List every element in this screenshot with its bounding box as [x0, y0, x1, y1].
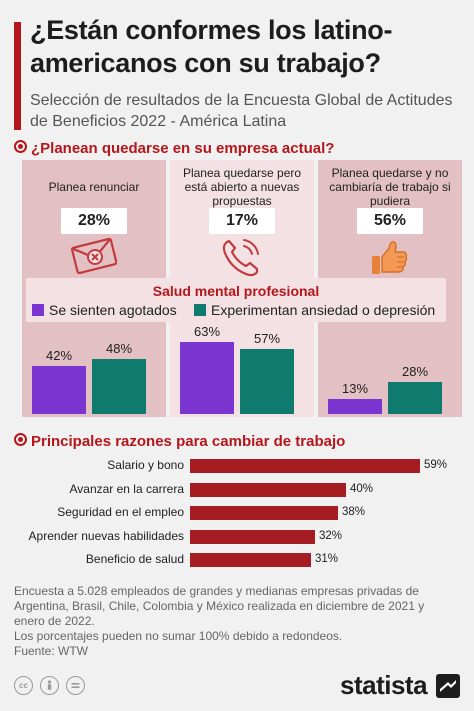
bar-exhausted-2: [180, 342, 234, 414]
section-heading-stay-text: ¿Planean quedarse en su empresa actual?: [31, 140, 335, 157]
legend-swatch-purple: [32, 304, 44, 316]
reason-label: Avanzar en la carrera: [69, 481, 184, 496]
bar-value-label: 48%: [105, 341, 133, 356]
legend-label-anxiety: Experimentan ansiedad o depresión: [211, 302, 436, 318]
reason-label: Aprender nuevas habilidades: [28, 528, 184, 543]
panel-share-value: 28%: [61, 208, 127, 234]
no-derivatives-icon[interactable]: [66, 676, 85, 695]
panel-label: Planea quedarse pero está abierto a nuev…: [182, 166, 302, 208]
envelope-x-icon: [71, 236, 118, 279]
reason-bar: [190, 482, 346, 497]
footnote-source: Fuente: WTW: [14, 644, 89, 658]
legend-item-exhausted: Se sienten agotados: [32, 302, 177, 318]
reason-label: Beneficio de salud: [85, 552, 184, 566]
thumbs-up-icon: [367, 236, 411, 285]
reason-label: Seguridad en el empleo: [57, 505, 184, 519]
footnote: Encuesta a 5.028 empleados de grandes y …: [14, 584, 454, 659]
legend: Salud mental profesional Se sienten agot…: [26, 278, 446, 322]
attribution-icon[interactable]: [40, 676, 59, 695]
page-title: ¿Están conformes los latino-americanos c…: [30, 15, 393, 78]
reason-value: 32%: [319, 529, 343, 542]
bar-exhausted-1: [32, 366, 86, 414]
page-subtitle: Selección de resultados de la Encuesta G…: [30, 92, 453, 130]
bar-value-label: 13%: [341, 381, 369, 396]
bar-value-label: 28%: [401, 364, 429, 379]
statista-logo-icon: [436, 674, 460, 698]
bar-anxiety-3: [388, 382, 442, 414]
bar-value-label: 57%: [253, 331, 281, 346]
bar-anxiety-1: [92, 359, 146, 414]
section-heading-reasons: Principales razones para cambiar de trab…: [14, 433, 345, 450]
reason-label: Salario y bono: [107, 458, 184, 472]
bullet-icon: [14, 433, 27, 446]
legend-label-exhausted: Se sienten agotados: [49, 302, 177, 318]
brand-logo-text[interactable]: statista: [340, 670, 428, 700]
reason-value: 59%: [424, 459, 448, 471]
phone-icon: [219, 236, 263, 283]
legend-item-anxiety: Experimentan ansiedad o depresión: [194, 302, 435, 318]
reason-bar: [190, 553, 311, 567]
bar-value-label: 63%: [193, 324, 221, 339]
bullet-icon: [14, 140, 27, 153]
bar-value-label: 42%: [45, 348, 73, 363]
reason-bar: [190, 459, 420, 473]
bar-anxiety-2: [240, 349, 294, 414]
panel-share-value: 17%: [209, 208, 275, 234]
bar-exhausted-3: [328, 399, 382, 414]
footnote-survey: Encuesta a 5.028 empleados de grandes y …: [14, 584, 425, 628]
reason-value: 40%: [350, 482, 374, 495]
panel-label: Planea quedarse y no cambiaría de trabaj…: [329, 166, 451, 208]
reason-value: 38%: [342, 506, 366, 518]
section-heading-stay: ¿Planean quedarse en su empresa actual?: [14, 140, 334, 157]
legend-swatch-teal: [194, 304, 206, 316]
reason-bar: [190, 529, 315, 544]
panel-label: Planea renunciar: [48, 180, 140, 194]
cc-icon[interactable]: cc: [14, 676, 33, 695]
section-heading-reasons-text: Principales razones para cambiar de trab…: [31, 433, 346, 450]
reason-bar: [190, 506, 338, 520]
panel-share-value: 56%: [357, 208, 423, 234]
title-accent-bar: [14, 22, 21, 130]
footnote-rounding: Los porcentajes pueden no sumar 100% deb…: [14, 629, 343, 643]
reason-value: 31%: [315, 553, 339, 565]
legend-title: Salud mental profesional: [152, 283, 320, 299]
